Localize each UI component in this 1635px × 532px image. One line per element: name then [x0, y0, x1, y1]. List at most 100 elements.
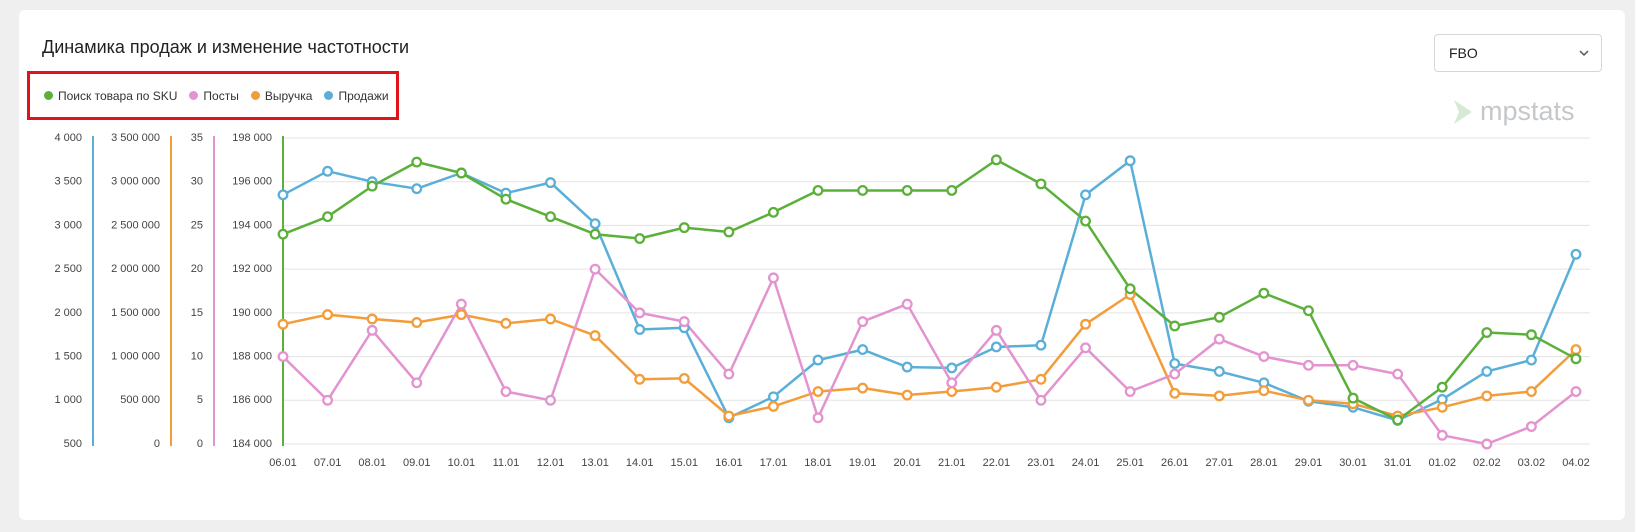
data-point [723, 226, 735, 238]
data-point [634, 324, 646, 335]
data-point [1525, 354, 1537, 366]
y-tick-label: 0 [197, 438, 203, 450]
x-tick-label: 10.01 [448, 457, 476, 469]
data-point [411, 183, 423, 195]
data-point [500, 386, 512, 397]
y-tick-label: 20 [191, 263, 203, 275]
data-point [812, 354, 824, 366]
y-tick-label: 2 000 000 [111, 263, 160, 275]
y-tick-label: 35 [191, 132, 203, 144]
data-point [1035, 339, 1047, 351]
data-point [767, 272, 779, 284]
logo-icon [1454, 99, 1472, 124]
data-point [1481, 390, 1493, 402]
data-point [1213, 333, 1225, 345]
y-tick-label: 1 000 000 [111, 350, 160, 362]
x-tick-label: 01.02 [1428, 457, 1456, 469]
x-tick-label: 25.01 [1116, 457, 1144, 469]
data-point [1481, 365, 1493, 377]
legend-item[interactable]: Посты [189, 88, 239, 103]
x-tick-label: 27.01 [1206, 457, 1234, 469]
data-point [411, 156, 423, 168]
data-point [545, 313, 556, 325]
data-point [1169, 358, 1181, 370]
x-tick-label: 16.01 [715, 457, 743, 469]
data-point [723, 410, 735, 422]
y-tick-label: 186 000 [232, 394, 272, 406]
data-point [678, 316, 690, 328]
data-point [545, 394, 556, 406]
y-tick-label: 198 000 [232, 132, 272, 144]
legend-marker [44, 91, 53, 100]
data-point [812, 185, 824, 196]
x-tick-label: 30.01 [1339, 457, 1367, 469]
data-point [767, 391, 779, 403]
x-tick-label: 11.01 [493, 457, 520, 469]
data-point [455, 298, 467, 310]
x-tick-label: 24.01 [1072, 457, 1100, 469]
legend-label: Посты [203, 88, 239, 103]
data-point [1436, 401, 1448, 413]
y-tick-label: 3 500 000 [111, 132, 160, 144]
x-tick-label: 26.01 [1161, 457, 1189, 469]
y-tick-label: 3 000 [54, 219, 82, 231]
data-point [1035, 178, 1047, 190]
legend-item[interactable]: Выручка [250, 88, 313, 103]
x-tick-label: 07.01 [314, 457, 342, 469]
legend-item[interactable]: Поиск товара по SKU [44, 89, 177, 103]
y-tick-label: 3 500 [54, 176, 82, 188]
legend-label: Продажи [338, 88, 389, 103]
series-line [282, 158, 1577, 422]
data-point [277, 189, 289, 201]
data-point [322, 211, 334, 223]
data-point [1213, 365, 1225, 377]
data-point [901, 185, 913, 196]
data-point [322, 394, 334, 406]
data-point [1525, 386, 1537, 397]
data-point [634, 373, 646, 385]
data-point [1035, 394, 1047, 406]
logo: mpstats [1452, 96, 1575, 127]
data-point [634, 233, 646, 244]
y-tick-label: 196 000 [232, 176, 272, 188]
data-point [812, 412, 824, 424]
data-point [1436, 381, 1448, 393]
y-tick-label: 1 500 000 [111, 307, 160, 319]
y-tick-label: 500 000 [120, 394, 160, 406]
data-point [901, 361, 913, 373]
y-tick-label: 2 500 [54, 263, 82, 275]
legend-label: Выручка [264, 88, 313, 103]
data-point [366, 313, 378, 325]
data-point [1213, 390, 1225, 402]
legend-item[interactable]: Продажи [324, 88, 389, 103]
legend-label: Поиск товара по SKU [58, 88, 178, 103]
data-point [1035, 373, 1047, 385]
y-tick-label: 2 000 [54, 307, 82, 319]
data-point [1347, 359, 1359, 371]
data-point [1570, 248, 1582, 260]
data-point [1080, 318, 1092, 330]
x-tick-label: 08.01 [358, 457, 386, 469]
data-point [1436, 429, 1448, 441]
series-line [282, 293, 1577, 418]
y-tick-label: 10 [191, 350, 203, 362]
data-point [1258, 287, 1270, 299]
y-tick-label: 184 000 [232, 438, 272, 450]
data-point [857, 185, 869, 196]
dropdown[interactable]: FBO [1434, 34, 1602, 72]
data-point [1169, 320, 1181, 332]
data-point [1303, 305, 1314, 317]
legend-marker [324, 91, 334, 100]
y-tick-label: 192 000 [232, 263, 272, 275]
data-point [946, 185, 958, 196]
data-point [500, 193, 512, 205]
x-tick-label: 14.01 [626, 457, 654, 469]
data-point [1481, 438, 1493, 450]
x-tick-label: 18.01 [804, 457, 832, 469]
data-point [322, 165, 334, 177]
x-tick-label: 17.01 [760, 457, 788, 469]
data-point [322, 309, 334, 321]
y-tick-label: 1 000 [54, 394, 82, 406]
data-point [500, 317, 512, 329]
